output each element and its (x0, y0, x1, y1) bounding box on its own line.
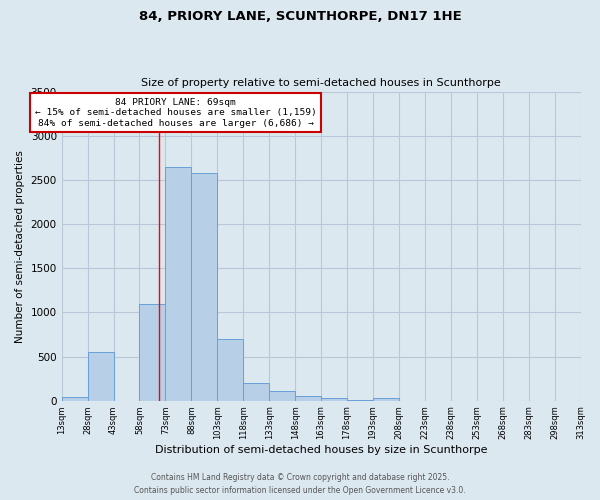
Bar (321, 398, 347, 400)
Text: Contains HM Land Registry data © Crown copyright and database right 2025.
Contai: Contains HM Land Registry data © Crown c… (134, 474, 466, 495)
Bar (295, 396, 321, 400)
X-axis label: Distribution of semi-detached houses by size in Scunthorpe: Distribution of semi-detached houses by … (155, 445, 487, 455)
Bar (243, 383, 269, 400)
Y-axis label: Number of semi-detached properties: Number of semi-detached properties (15, 150, 25, 342)
Bar (88, 352, 113, 401)
Bar (269, 391, 295, 400)
Title: Size of property relative to semi-detached houses in Scunthorpe: Size of property relative to semi-detach… (141, 78, 501, 88)
Bar (217, 339, 243, 400)
Text: 84 PRIORY LANE: 69sqm
← 15% of semi-detached houses are smaller (1,159)
84% of s: 84 PRIORY LANE: 69sqm ← 15% of semi-deta… (35, 98, 317, 128)
Bar (62, 397, 88, 400)
Bar (373, 398, 399, 400)
Text: 84, PRIORY LANE, SCUNTHORPE, DN17 1HE: 84, PRIORY LANE, SCUNTHORPE, DN17 1HE (139, 10, 461, 23)
Bar (166, 166, 191, 400)
Bar (139, 304, 166, 400)
Bar (191, 173, 217, 400)
